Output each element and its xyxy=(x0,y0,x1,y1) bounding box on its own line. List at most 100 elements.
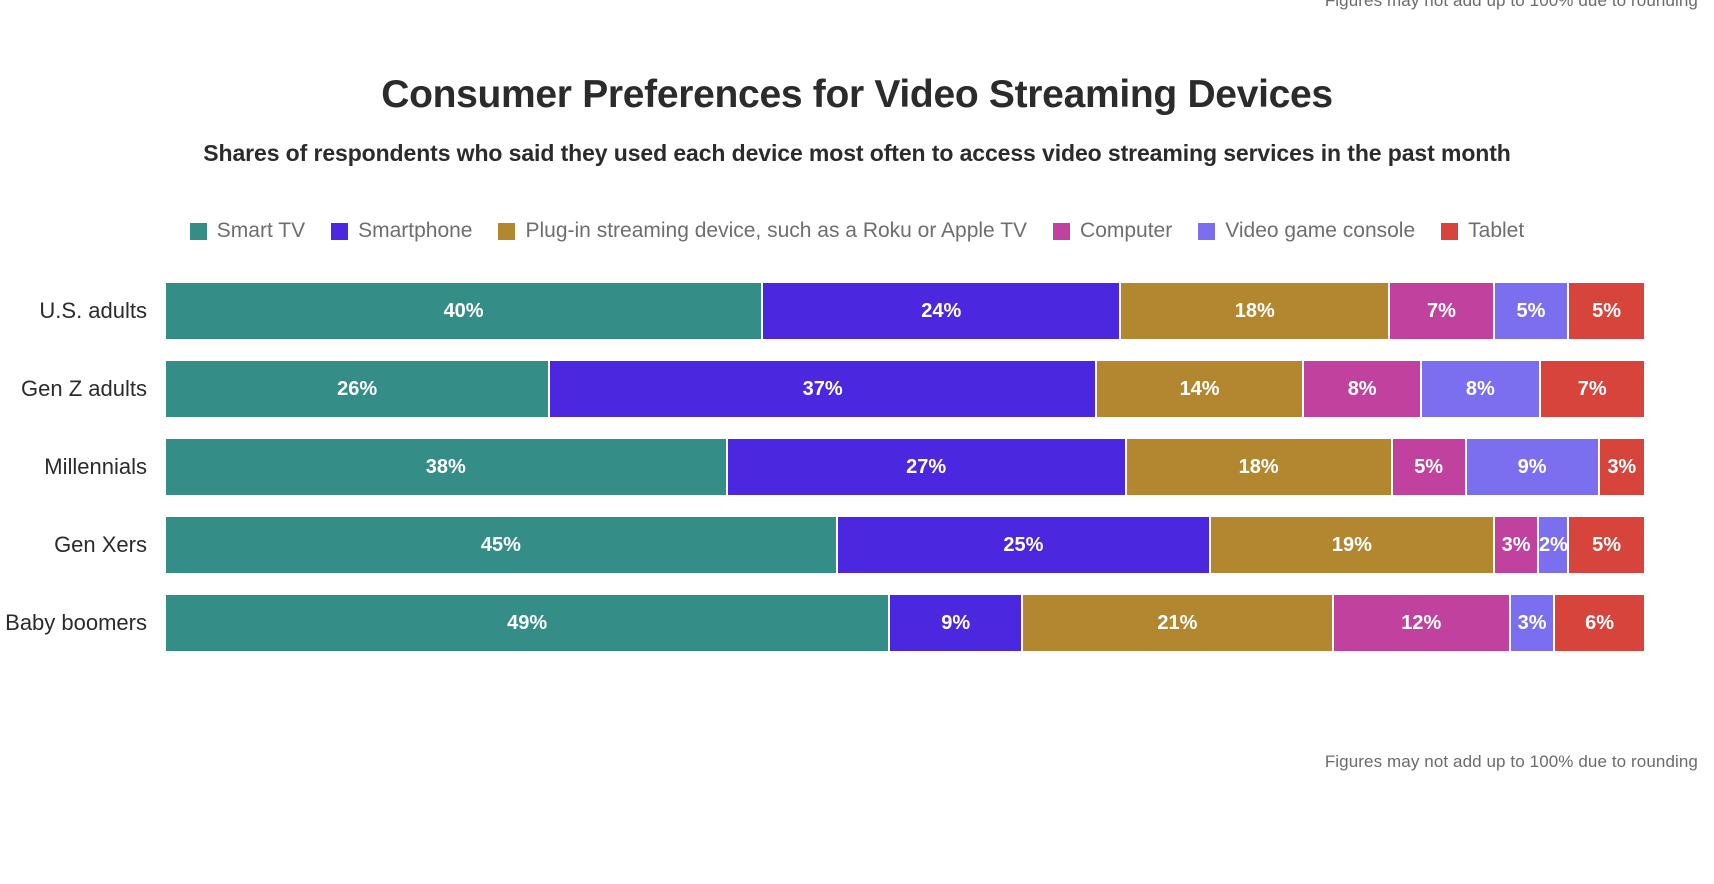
bar-segment[interactable]: 18% xyxy=(1126,439,1393,495)
bar-segment-value: 18% xyxy=(1238,455,1279,478)
bar-segment[interactable]: 5% xyxy=(1569,283,1644,339)
row-label: Millennials xyxy=(44,454,147,479)
bar-segment-value: 45% xyxy=(480,533,521,556)
bar-segment[interactable]: 49% xyxy=(166,595,891,651)
bar-segment[interactable]: 8% xyxy=(1422,361,1541,417)
chart-footnote: Figures may not add up to 100% due to ro… xyxy=(1324,752,1698,771)
legend-label: Tablet xyxy=(1468,219,1525,242)
stacked-bar: 45% 25% 19% 3% 2% 5% xyxy=(166,517,1644,573)
bar-segment-value: 38% xyxy=(425,455,466,478)
bar-segment[interactable]: 5% xyxy=(1569,517,1644,573)
bar-segment[interactable]: 5% xyxy=(1494,283,1570,339)
legend-swatch-icon xyxy=(498,222,516,240)
bar-segment[interactable]: 8% xyxy=(1304,361,1423,417)
bar-segment[interactable]: 7% xyxy=(1390,283,1495,339)
chart-row: Gen Xers 45% 25% 19% 3% 2% 5% xyxy=(0,517,1714,573)
bar-segment-value: 7% xyxy=(1426,299,1456,322)
chart-title: Consumer Preferences for Video Streaming… xyxy=(381,73,1333,116)
chart-plot-area: U.S. adults 40% 24% 18% 7% 5% 5% Gen Z adults 26… xyxy=(0,283,1714,673)
legend-label: Smart TV xyxy=(216,219,306,242)
bar-segment-value: 5% xyxy=(1592,533,1622,556)
bar-segment[interactable]: 3% xyxy=(1599,439,1644,495)
legend-item[interactable]: Video game console xyxy=(1198,219,1415,243)
bar-segment-value: 3% xyxy=(1501,533,1531,556)
bar-segment-value: 3% xyxy=(1517,611,1547,634)
bar-segment-value: 14% xyxy=(1179,377,1220,400)
legend-item[interactable]: Plug-in streaming device, such as a Roku… xyxy=(498,219,1027,243)
bar-segment-value: 9% xyxy=(941,611,971,634)
bar-segment-value: 18% xyxy=(1234,299,1275,322)
bar-segment[interactable]: 40% xyxy=(166,283,764,339)
row-label: Gen Xers xyxy=(54,532,147,557)
legend-label: Computer xyxy=(1080,219,1173,242)
bar-segment-value: 19% xyxy=(1331,533,1372,556)
bar-segment[interactable]: 26% xyxy=(166,361,551,417)
chart-row: Millennials 38% 27% 18% 5% 9% 3% xyxy=(0,439,1714,495)
row-label: U.S. adults xyxy=(39,298,147,323)
bar-segment[interactable]: 3% xyxy=(1494,517,1540,573)
bar-segment[interactable]: 9% xyxy=(1466,439,1600,495)
legend-item[interactable]: Smartphone xyxy=(331,219,472,243)
bar-segment-value: 6% xyxy=(1585,611,1615,634)
bar-segment-value: 8% xyxy=(1465,377,1495,400)
bar-segment[interactable]: 7% xyxy=(1540,361,1644,417)
row-label: Baby boomers xyxy=(5,610,147,635)
bar-segment[interactable]: 37% xyxy=(550,361,1098,417)
bar-segment[interactable]: 38% xyxy=(166,439,728,495)
bar-segment-value: 7% xyxy=(1577,377,1607,400)
bar-segment-value: 2% xyxy=(1539,533,1568,556)
bar-segment[interactable]: 19% xyxy=(1211,517,1495,573)
legend-item[interactable]: Tablet xyxy=(1441,219,1524,243)
legend-label: Smartphone xyxy=(358,219,473,242)
chart-row: Baby boomers 49% 9% 21% 12% 3% 6% xyxy=(0,595,1714,651)
legend-item[interactable]: Computer xyxy=(1053,219,1172,243)
bar-segment[interactable]: 24% xyxy=(763,283,1122,339)
bar-segment-value: 8% xyxy=(1347,377,1377,400)
bar-segment[interactable]: 6% xyxy=(1555,595,1644,651)
bar-segment[interactable]: 27% xyxy=(727,439,1127,495)
bar-segment[interactable]: 45% xyxy=(166,517,838,573)
top-clipped-footnote: Figures may not add up to 100% due to ro… xyxy=(1324,0,1698,10)
bar-segment-value: 5% xyxy=(1414,455,1444,478)
bar-segment[interactable]: 21% xyxy=(1023,595,1334,651)
chart-subtitle: Shares of respondents who said they used… xyxy=(203,140,1511,166)
bar-segment-value: 24% xyxy=(921,299,962,322)
bar-segment[interactable]: 25% xyxy=(837,517,1212,573)
chart-row: Gen Z adults 26% 37% 14% 8% 8% 7% xyxy=(0,361,1714,417)
bar-segment-value: 37% xyxy=(802,377,843,400)
bar-segment-value: 40% xyxy=(443,299,484,322)
bar-segment-value: 5% xyxy=(1592,299,1622,322)
stacked-bar: 38% 27% 18% 5% 9% 3% xyxy=(166,439,1644,495)
bar-segment-value: 49% xyxy=(507,611,548,634)
bar-segment-value: 21% xyxy=(1157,611,1198,634)
legend-label: Video game console xyxy=(1225,219,1416,242)
legend-label: Plug-in streaming device, such as a Roku… xyxy=(525,219,1028,242)
bar-segment[interactable]: 5% xyxy=(1392,439,1467,495)
stacked-bar: 26% 37% 14% 8% 8% 7% xyxy=(166,361,1644,417)
bar-segment-value: 25% xyxy=(1003,533,1044,556)
bar-segment[interactable]: 9% xyxy=(890,595,1024,651)
bar-segment[interactable]: 14% xyxy=(1097,361,1305,417)
bar-segment-value: 27% xyxy=(906,455,947,478)
legend-swatch-icon xyxy=(1053,222,1071,240)
bar-segment[interactable]: 2% xyxy=(1539,517,1570,573)
legend-swatch-icon xyxy=(189,222,207,240)
bar-segment[interactable]: 3% xyxy=(1510,595,1556,651)
legend-swatch-icon xyxy=(331,222,349,240)
stacked-bar: 40% 24% 18% 7% 5% 5% xyxy=(166,283,1644,339)
stacked-bar: 49% 9% 21% 12% 3% 6% xyxy=(166,595,1644,651)
chart-legend: Smart TV Smartphone Plug-in streaming devi… xyxy=(0,219,1714,243)
bar-segment[interactable]: 18% xyxy=(1121,283,1391,339)
bar-segment-value: 3% xyxy=(1607,455,1637,478)
row-label: Gen Z adults xyxy=(21,376,147,401)
legend-swatch-icon xyxy=(1198,222,1216,240)
bar-segment-value: 12% xyxy=(1401,611,1442,634)
bar-segment-value: 9% xyxy=(1517,455,1547,478)
legend-swatch-icon xyxy=(1441,222,1459,240)
bar-segment[interactable]: 12% xyxy=(1333,595,1511,651)
legend-item[interactable]: Smart TV xyxy=(189,219,306,243)
bar-segment-value: 26% xyxy=(337,377,378,400)
chart-row: U.S. adults 40% 24% 18% 7% 5% 5% xyxy=(0,283,1714,339)
bar-segment-value: 5% xyxy=(1516,299,1546,322)
